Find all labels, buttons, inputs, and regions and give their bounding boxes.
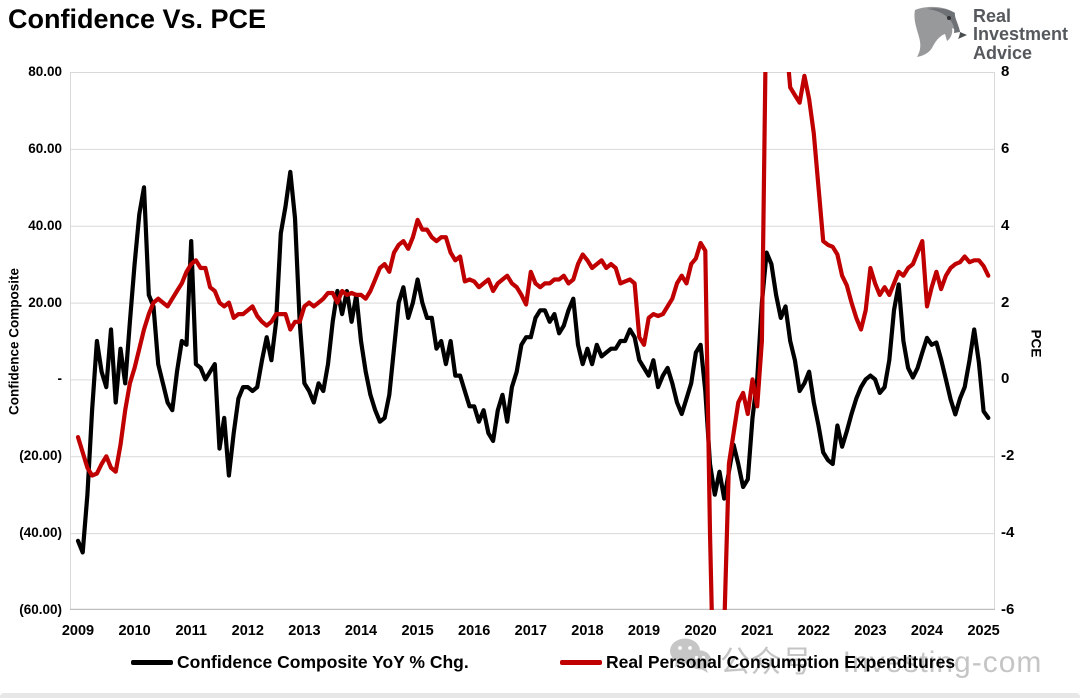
y-left-tick-label: (20.00) (19, 448, 62, 464)
x-tick-label: 2009 (61, 623, 95, 639)
y-axis-title-right: PCE (1028, 329, 1044, 358)
x-tick-label: 2017 (514, 623, 547, 639)
x-tick-label: 2018 (571, 623, 604, 639)
y-right-tick-label: -2 (1001, 447, 1015, 465)
watermark-text: 公众号 · Investing-com (720, 645, 1043, 679)
x-tick-label: 2010 (118, 623, 151, 639)
brand-line-3: Advice (972, 42, 1032, 63)
x-tick-label: 2021 (741, 623, 774, 639)
y-right-tick-label: -4 (1001, 524, 1015, 542)
y-left-tick-label: - (57, 371, 63, 387)
y-left-tick-label: 80.00 (28, 64, 62, 79)
y-left-tick-label: 20.00 (28, 294, 62, 310)
brand-name: Real Investment Advice (973, 7, 1068, 62)
series-line-pce (75, 72, 991, 610)
x-tick-label: 2022 (797, 623, 830, 639)
chart-title: Confidence Vs. PCE (8, 4, 267, 34)
y-left-tick-label: 40.00 (28, 217, 62, 233)
brand-line-1: Real (972, 5, 1011, 26)
y-right-tick-label: 4 (1001, 216, 1010, 234)
x-tick-label: 2014 (344, 623, 378, 639)
eagle-logo-icon (909, 6, 967, 63)
x-tick-label: 2011 (175, 623, 207, 639)
bottom-edge-bar (0, 693, 1080, 698)
legend-swatch-black (131, 660, 173, 665)
y-right-tick-label: 6 (1001, 139, 1010, 157)
x-tick-label: 2019 (627, 623, 661, 639)
y-right-tick-label: 8 (1001, 63, 1010, 80)
y-right-tick-label: 2 (1001, 293, 1010, 311)
chart-canvas (70, 72, 995, 610)
y-axis-title-left: Confidence Composite (6, 268, 22, 416)
y-left-tick-label: (60.00) (19, 602, 62, 617)
x-tick-label: 2024 (910, 623, 944, 639)
x-tick-label: 2020 (684, 623, 717, 639)
x-tick-label: 2015 (401, 623, 434, 639)
x-tick-label: 2023 (854, 623, 887, 639)
x-tick-label: 2012 (231, 623, 264, 639)
y-left-tick-label: (40.00) (19, 525, 62, 541)
brand-line-2: Investment (972, 24, 1068, 45)
legend-label-pce: Real Personal Consumption Expenditures (606, 652, 956, 672)
legend-item-pce: Real Personal Consumption Expenditures (560, 652, 955, 673)
legend-item-confidence: Confidence Composite YoY % Chg. (131, 652, 469, 673)
brand-logo: Real Investment Advice (909, 6, 1068, 63)
legend-swatch-red (560, 660, 602, 665)
y-right-tick-label: -6 (1001, 601, 1015, 618)
x-tick-label: 2025 (967, 623, 1000, 639)
x-tick-label: 2013 (288, 623, 321, 639)
x-tick-label: 2016 (458, 623, 491, 639)
y-right-tick-label: 0 (1001, 370, 1010, 388)
y-left-tick-label: 60.00 (28, 140, 62, 156)
wechat-icon (668, 636, 712, 681)
legend-label-confidence: Confidence Composite YoY % Chg. (177, 652, 469, 672)
plot-area (70, 72, 995, 610)
series-line-confidence (75, 169, 991, 555)
watermark: 公众号 · Investing-com (668, 636, 1042, 681)
